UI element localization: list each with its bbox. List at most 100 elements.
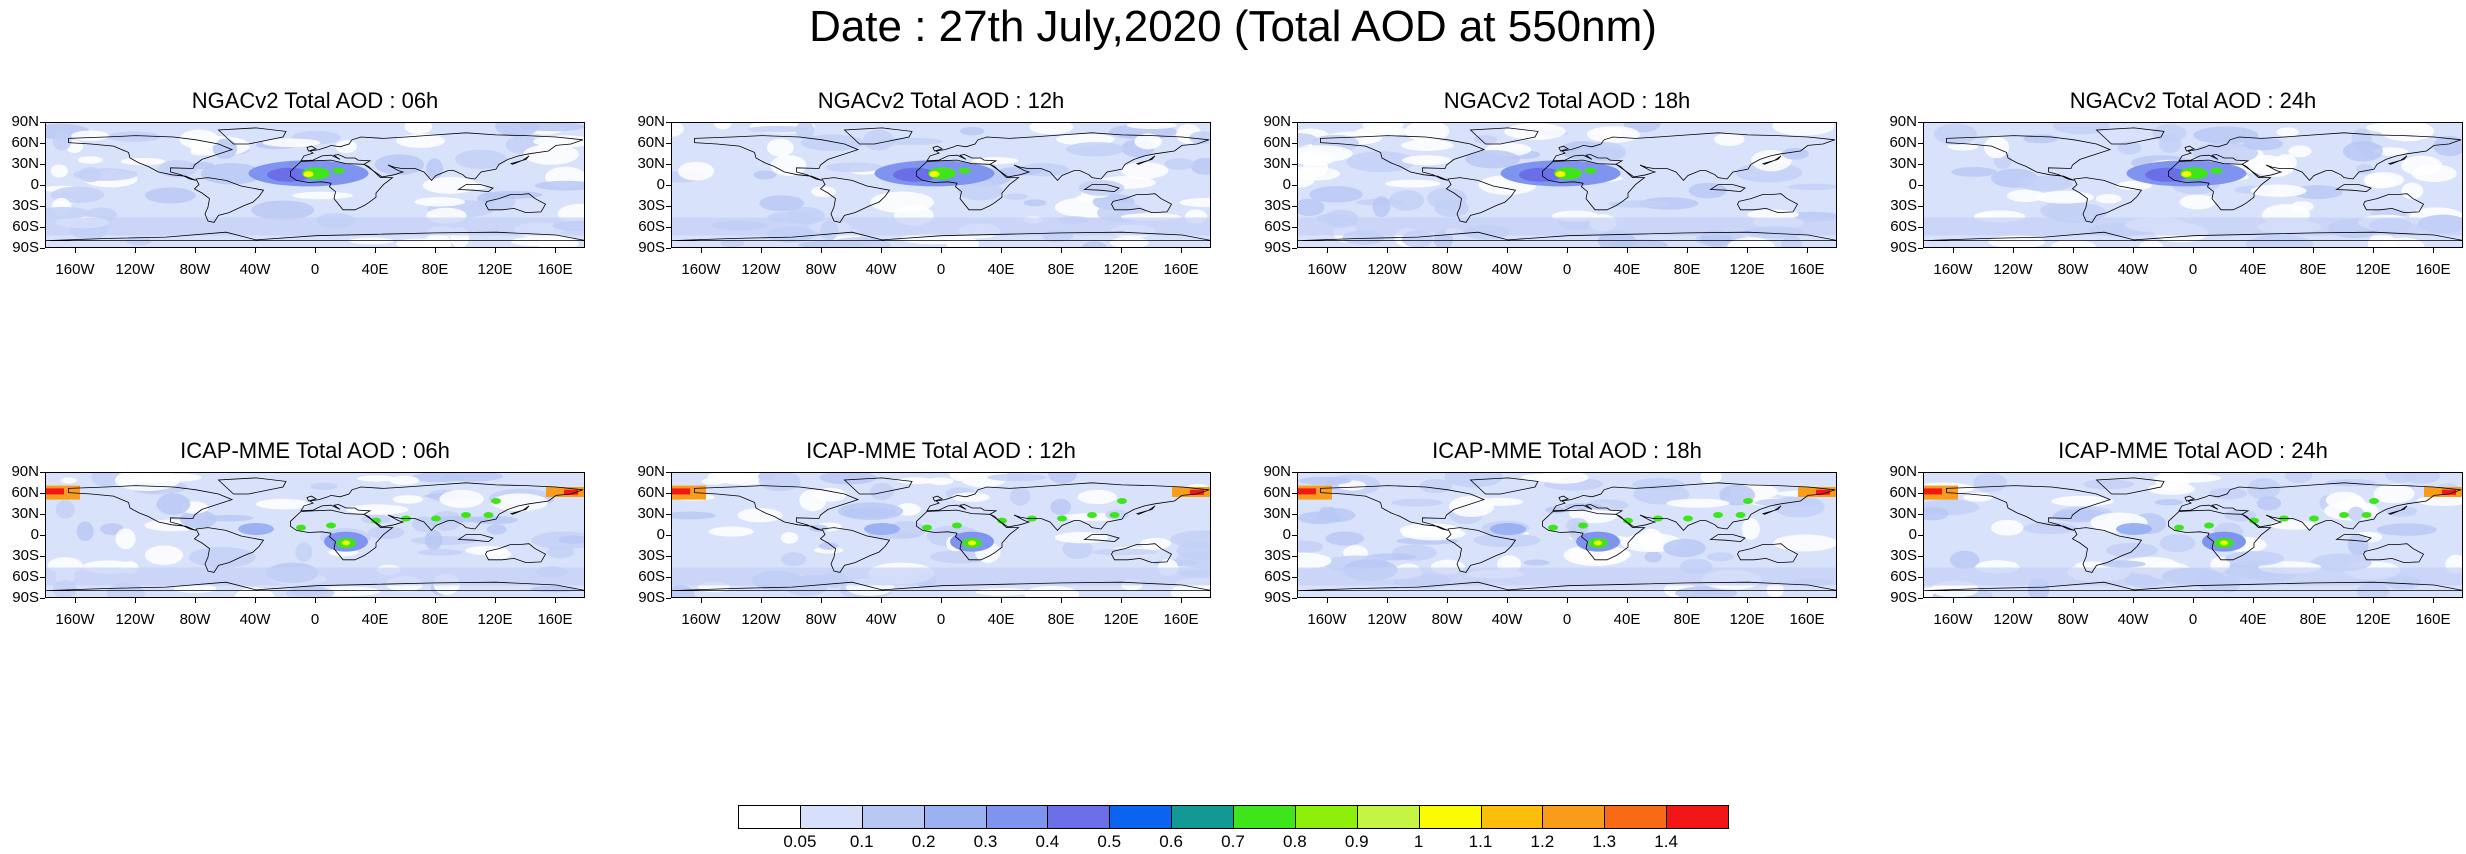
- aod-patch: [392, 495, 424, 504]
- southern-ocean-band: [672, 217, 1210, 236]
- lon-tick-label: 40E: [987, 611, 1015, 628]
- lat-tick: [666, 556, 671, 557]
- aod-patch: [2023, 522, 2077, 535]
- lon-tick-label: 120W: [1993, 611, 2033, 628]
- aod-patch: [190, 147, 209, 156]
- aod-patch: [1632, 478, 1685, 491]
- lat-tick-label: 30S: [1890, 197, 1917, 214]
- lat-tick-label: 60S: [12, 218, 39, 235]
- aod-hotspot: [1057, 515, 1067, 522]
- aod-patch: [1951, 167, 1997, 177]
- aod-patch: [2106, 542, 2159, 558]
- lat-tick-label: 60S: [638, 568, 665, 585]
- lat-tick: [40, 248, 45, 249]
- lon-tick: [941, 598, 942, 603]
- lon-tick-label: 160E: [2415, 261, 2451, 278]
- coastline: [1083, 534, 1120, 543]
- aod-patch: [2384, 473, 2418, 483]
- aod-patch: [825, 162, 883, 173]
- coastline: [694, 485, 860, 531]
- lon-tick-label: 0: [936, 611, 946, 628]
- colorbar-swatch: [1480, 805, 1544, 829]
- dust-peak: [2181, 171, 2192, 178]
- lat-tick-label: 0: [656, 176, 665, 193]
- panel-title: NGACv2 Total AOD : 12h: [817, 88, 1065, 113]
- lon-tick: [135, 248, 136, 253]
- lon-tick: [1061, 598, 1062, 603]
- coastline: [300, 482, 584, 531]
- aod-patch: [708, 526, 754, 537]
- coastline: [932, 145, 943, 152]
- aod-patch: [79, 167, 102, 183]
- aod-patch: [1568, 546, 1632, 564]
- aod-hotspot: [2249, 517, 2259, 524]
- lat-tick-label: 30N: [11, 505, 39, 522]
- lat-tick-label: 60N: [637, 134, 665, 151]
- lon-tick-label: 120E: [1729, 261, 1765, 278]
- lon-tick-label: 0: [2188, 611, 2198, 628]
- coastline: [300, 132, 584, 181]
- lat-tick-label: 60S: [1264, 218, 1291, 235]
- aod-patch: [442, 473, 503, 482]
- lon-tick: [1181, 248, 1182, 253]
- colorbar-label: 0.2: [911, 832, 936, 851]
- lon-tick: [2373, 248, 2374, 253]
- siberian-fire-east: [564, 489, 578, 495]
- aod-patch: [410, 536, 479, 545]
- lat-tick: [1918, 598, 1923, 599]
- lon-tick-label: 40W: [1491, 611, 1523, 628]
- lat-tick-label: 60S: [12, 568, 39, 585]
- aod-hotspot: [326, 522, 336, 529]
- lat-tick-label: 60N: [1263, 134, 1291, 151]
- aod-patch: [2225, 550, 2285, 566]
- aod-patch: [2193, 126, 2259, 144]
- aod-patch: [426, 158, 443, 179]
- aod-patch: [1949, 550, 1980, 570]
- lat-tick: [666, 164, 671, 165]
- aod-hotspot: [2369, 498, 2379, 504]
- lat-tick: [40, 535, 45, 536]
- lon-tick: [1507, 248, 1508, 253]
- lon-tick: [1327, 248, 1328, 253]
- aod-patch: [1781, 147, 1809, 160]
- aod-patch: [491, 493, 549, 512]
- lon-tick: [1807, 248, 1808, 253]
- lon-tick: [1447, 248, 1448, 253]
- lat-tick: [666, 248, 671, 249]
- aod-patch: [837, 502, 904, 521]
- map-panel: ICAP-MME Total AOD : 06h 90N 60N 30N 0 30S 60S…: [11, 438, 585, 628]
- aod-patch: [1372, 196, 1391, 218]
- lat-tick: [40, 185, 45, 186]
- lon-tick: [75, 248, 76, 253]
- atlantic-plume: [1519, 167, 1563, 182]
- lon-tick-label: 80E: [421, 611, 449, 628]
- colorbar-label: 0.5: [1097, 832, 1122, 851]
- coastline: [68, 485, 234, 531]
- dust-spot: [332, 167, 345, 174]
- siberian-fire-east: [1816, 489, 1830, 495]
- map-panel: NGACv2 Total AOD : 06h 90N 60N 30N 0 30S 60S 90…: [11, 88, 585, 278]
- aod-patch: [310, 482, 338, 491]
- siberian-fire-east: [2442, 489, 2456, 495]
- aod-patch: [960, 126, 985, 136]
- aod-patch: [2100, 560, 2146, 568]
- coastline: [916, 509, 1020, 561]
- aod-hotspot: [1117, 498, 1127, 504]
- aod-patch: [770, 155, 807, 176]
- aod-patch: [2385, 506, 2418, 517]
- coastline: [2178, 132, 2462, 181]
- aod-patch: [120, 157, 166, 166]
- southern-ocean-band: [1298, 567, 1836, 586]
- aod-patch: [2363, 172, 2405, 188]
- coastline: [694, 135, 860, 181]
- lon-tick-label: 120E: [477, 611, 513, 628]
- lon-tick: [435, 248, 436, 253]
- lon-tick-label: 160W: [1933, 611, 1973, 628]
- aod-patch: [1081, 241, 1107, 247]
- lon-tick: [495, 248, 496, 253]
- aod-patch: [1963, 492, 1993, 502]
- aod-patch: [1751, 149, 1792, 172]
- lon-tick: [761, 598, 762, 603]
- aod-patch: [1298, 167, 1340, 181]
- lon-tick: [1001, 248, 1002, 253]
